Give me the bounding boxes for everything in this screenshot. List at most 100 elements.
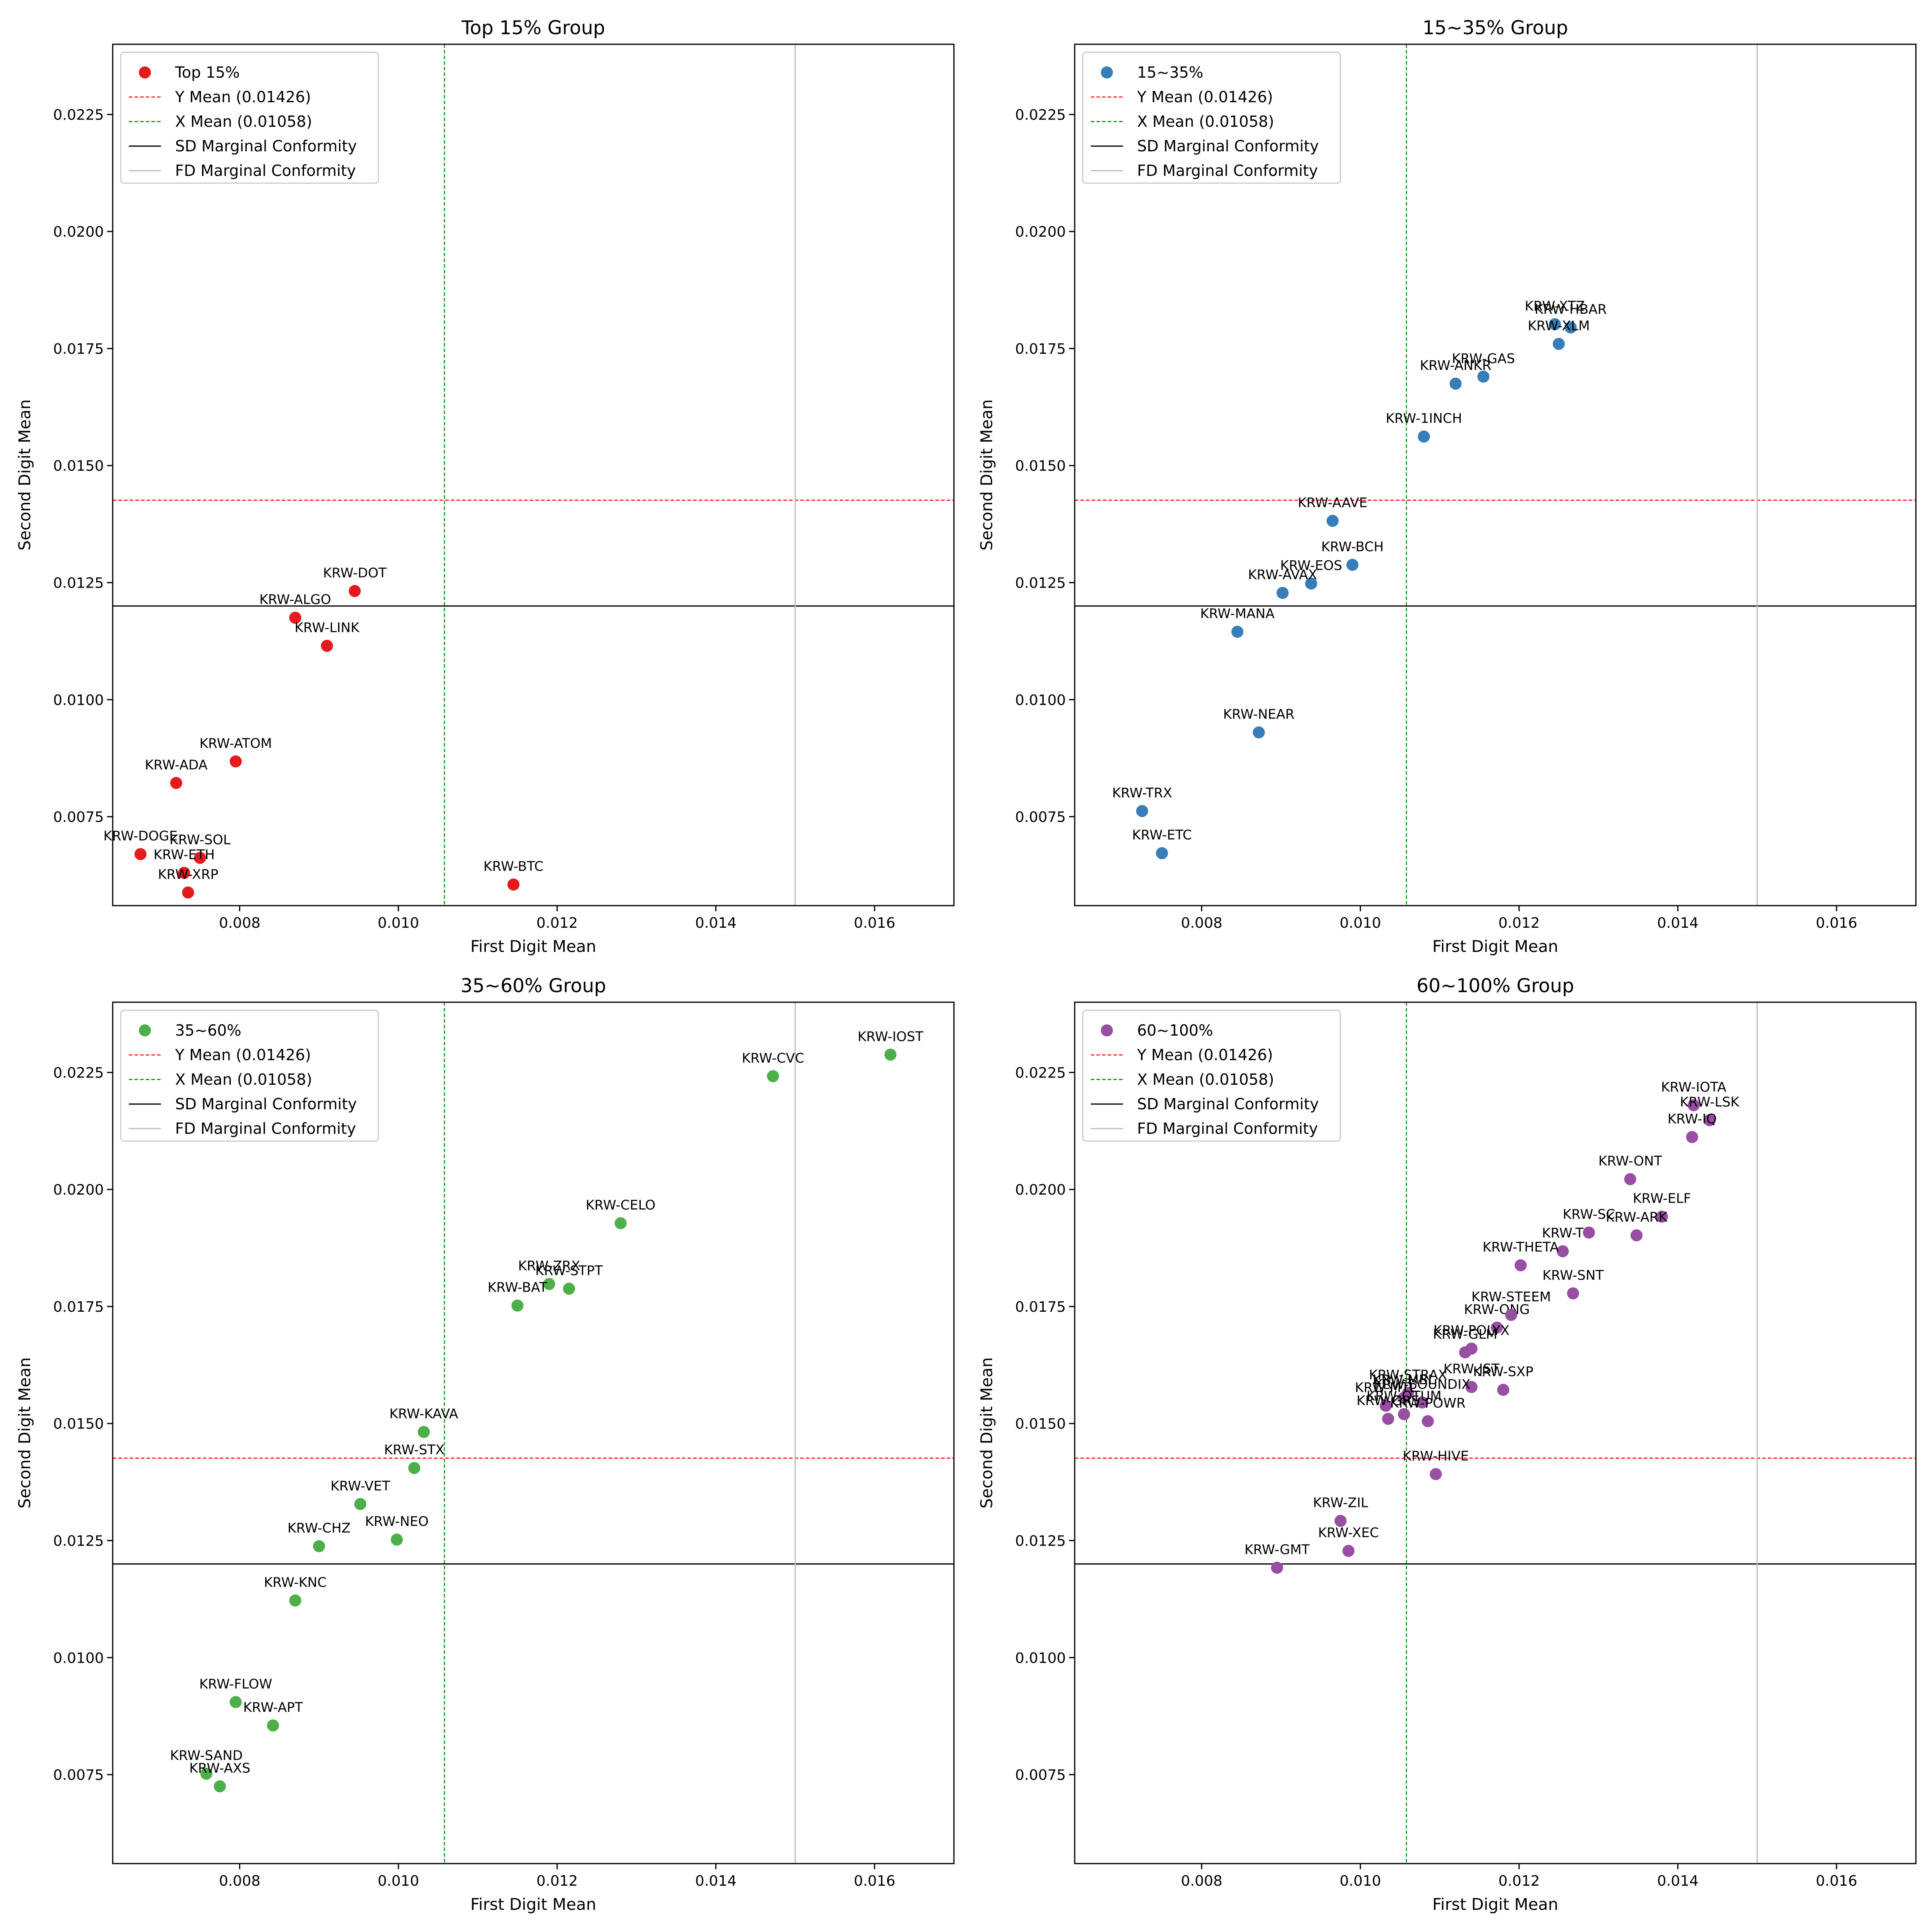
- legend: 60~100% Y Mean (0.01426) X Mean (0.01058) S…: [1082, 1009, 1341, 1142]
- legend-entry-label: Top 15%: [175, 64, 240, 81]
- data-point-label: KRW-MANA: [1200, 606, 1275, 621]
- legend-entry-label: FD Marginal Conformity: [175, 162, 356, 180]
- data-point: [1422, 1415, 1434, 1427]
- data-point-label: KRW-ZIL: [1313, 1495, 1368, 1511]
- x-tick-label: 0.016: [1816, 915, 1857, 931]
- chart-title: 35~60% Group: [460, 975, 606, 997]
- y-tick-label: 0.0200: [1015, 1182, 1066, 1198]
- data-point-label: KRW-MBL: [1373, 1372, 1436, 1387]
- legend-marker: [1101, 66, 1113, 78]
- data-point-label: KRW-GRS: [1356, 1393, 1420, 1408]
- x-tick-label: 0.016: [854, 1873, 895, 1889]
- data-point-label: KRW-CHZ: [287, 1520, 351, 1536]
- data-point-label: KRW-POLYX: [1433, 1323, 1509, 1338]
- data-point-label: KRW-ALGO: [259, 592, 331, 607]
- data-point-label: KRW-GAS: [1452, 351, 1515, 366]
- data-point-label: KRW-T: [1542, 1225, 1584, 1241]
- data-point: [1418, 430, 1430, 443]
- y-tick-label: 0.0125: [53, 575, 104, 592]
- data-point: [354, 1498, 367, 1510]
- data-point-label: KRW-KAVA: [389, 1406, 458, 1422]
- data-point-label: KRW-SC: [1563, 1206, 1615, 1222]
- data-point: [417, 1426, 430, 1438]
- data-point: [543, 1278, 555, 1290]
- x-axis-label: First Digit Mean: [1432, 1895, 1558, 1914]
- data-point-label: KRW-ATOM: [199, 735, 272, 751]
- x-tick-label: 0.014: [1657, 1873, 1699, 1889]
- data-point-label: KRW-GLM: [1433, 1326, 1497, 1342]
- data-point-label: KRW-IQ: [1668, 1111, 1717, 1127]
- data-point: [1505, 1309, 1517, 1321]
- legend-entry-label: Y Mean (0.01426): [1137, 1046, 1273, 1064]
- data-point: [1656, 1210, 1668, 1223]
- data-point: [1703, 1114, 1716, 1127]
- legend-marker: [139, 1024, 151, 1036]
- subplot-1: 0.008 0.010 0.012 0.014 0.016 0.0075 0.0100 0.0…: [16, 17, 955, 956]
- legend: 15~35% Y Mean (0.01426) X Mean (0.01058) SD…: [1082, 52, 1341, 184]
- x-tick-label: 0.010: [1340, 1873, 1381, 1889]
- data-point-label: KRW-XTZ: [1525, 298, 1585, 314]
- data-point-label: KRW-VET: [330, 1478, 390, 1494]
- data-point-label: KRW-JST: [1443, 1361, 1500, 1377]
- legend-entry-label: FD Marginal Conformity: [175, 1120, 356, 1137]
- data-point-label: KRW-SXP: [1473, 1364, 1534, 1379]
- data-point: [1567, 1287, 1579, 1300]
- legend-entry-label: Y Mean (0.01426): [1137, 88, 1273, 106]
- data-point: [1305, 577, 1317, 590]
- data-point: [1430, 1468, 1442, 1480]
- data-point-label: KRW-GMT: [1245, 1542, 1310, 1557]
- data-point-label: KRW-STEEM: [1472, 1289, 1551, 1305]
- y-tick-label: 0.0225: [53, 1065, 104, 1081]
- data-point: [200, 1767, 213, 1780]
- y-tick-label: 0.0075: [1015, 809, 1066, 826]
- data-point: [134, 848, 147, 861]
- data-point: [1565, 321, 1577, 334]
- legend-entry-label: FD Marginal Conformity: [1137, 1120, 1318, 1137]
- data-point: [1382, 1413, 1394, 1425]
- y-tick-label: 0.0225: [53, 107, 104, 123]
- data-point: [289, 611, 301, 624]
- data-point-label: KRW-EOS: [1280, 557, 1342, 573]
- data-point: [507, 878, 520, 891]
- data-point-label: KRW-ELF: [1633, 1191, 1691, 1206]
- data-point-label: KRW-HBAR: [1535, 301, 1607, 317]
- subplot-4: 0.008 0.010 0.012 0.014 0.016 0.0075 0.0100 0.0…: [978, 975, 1917, 1914]
- y-axis-label: Second Digit Mean: [978, 1357, 996, 1509]
- x-axis-label: First Digit Mean: [1432, 937, 1558, 956]
- y-axis-label: Second Digit Mean: [978, 399, 996, 551]
- data-point: [1465, 1381, 1478, 1393]
- data-point-label: KRW-ETC: [1132, 827, 1192, 843]
- x-tick-label: 0.008: [1181, 1873, 1222, 1889]
- data-point: [1398, 1391, 1410, 1404]
- data-point: [1490, 1321, 1503, 1334]
- data-point: [194, 852, 206, 864]
- legend-entry-label: FD Marginal Conformity: [1137, 162, 1318, 180]
- data-point-label: KRW-LSK: [1680, 1094, 1740, 1110]
- data-point-label: KRW-ONG: [1464, 1301, 1530, 1317]
- plot-frame: [112, 1001, 955, 1864]
- data-point: [267, 1719, 279, 1732]
- data-point-label: KRW-XLM: [1528, 318, 1590, 333]
- data-point: [1156, 847, 1168, 859]
- data-point-label: KRW-POWR: [1390, 1395, 1466, 1411]
- data-point: [178, 867, 190, 879]
- legend-marker: [1101, 1024, 1113, 1036]
- data-point: [214, 1780, 226, 1793]
- data-point: [563, 1282, 575, 1295]
- y-tick-label: 0.0225: [1015, 1065, 1066, 1081]
- data-point: [1583, 1226, 1595, 1239]
- data-point-label: KRW-XRP: [158, 866, 218, 882]
- data-point-label: KRW-STX: [384, 1442, 444, 1457]
- data-point: [1136, 805, 1148, 817]
- data-point: [1459, 1346, 1472, 1358]
- x-tick-label: 0.008: [1181, 915, 1222, 931]
- x-tick-label: 0.010: [378, 1873, 419, 1889]
- data-point: [1687, 1099, 1700, 1111]
- x-tick-label: 0.016: [1816, 1873, 1857, 1889]
- data-point-label: KRW-BOUNDIX: [1374, 1376, 1471, 1392]
- data-point-label: KRW-DOT: [323, 565, 387, 580]
- data-point-label: KRW-BCH: [1321, 539, 1384, 554]
- legend-entry-label: 60~100%: [1137, 1022, 1213, 1039]
- data-point: [390, 1534, 403, 1546]
